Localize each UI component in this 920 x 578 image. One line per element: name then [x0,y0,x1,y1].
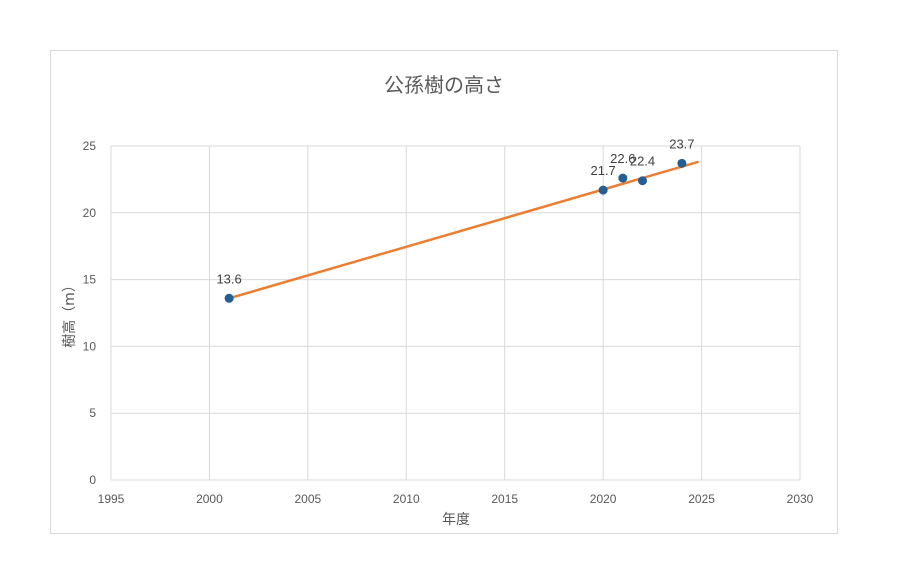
y-tick-label: 10 [83,339,97,353]
data-label: 23.7 [669,136,694,151]
y-tick-label: 25 [83,139,97,153]
data-label: 13.6 [216,271,241,286]
data-label-layer: 13.6 21.722.622.4 23.7 [216,136,694,286]
data-point [598,185,608,195]
x-tick-label: 2015 [491,492,518,506]
x-tick-label: 1995 [98,492,125,506]
y-tick-label: 5 [89,406,96,420]
data-point [618,173,628,183]
x-tick-label: 2010 [393,492,420,506]
x-tick-label: 2030 [787,492,814,506]
data-label: 22.4 [630,154,655,169]
x-tick-label: 2020 [590,492,617,506]
y-tick-label: 0 [89,473,96,487]
data-label: 22.6 [610,151,635,166]
y-axis-title: 樹高（m） [61,278,78,348]
x-tick-label: 2005 [295,492,322,506]
x-axis-title: 年度 [442,512,470,528]
chart-frame [50,50,838,534]
data-point [224,293,234,303]
grid-layer [110,145,801,481]
chart-title: 公孫樹の高さ [384,73,504,97]
x-tick-label: 2025 [688,492,715,506]
trendline-layer [227,160,699,300]
data-label: 21.7 [590,163,615,178]
data-point [677,158,687,168]
x-tick-label: 2000 [196,492,223,506]
point-layer [224,158,687,303]
data-point [638,176,648,186]
y-tick-label: 15 [83,273,97,287]
trendline [227,160,699,300]
y-tick-label: 20 [83,206,97,220]
